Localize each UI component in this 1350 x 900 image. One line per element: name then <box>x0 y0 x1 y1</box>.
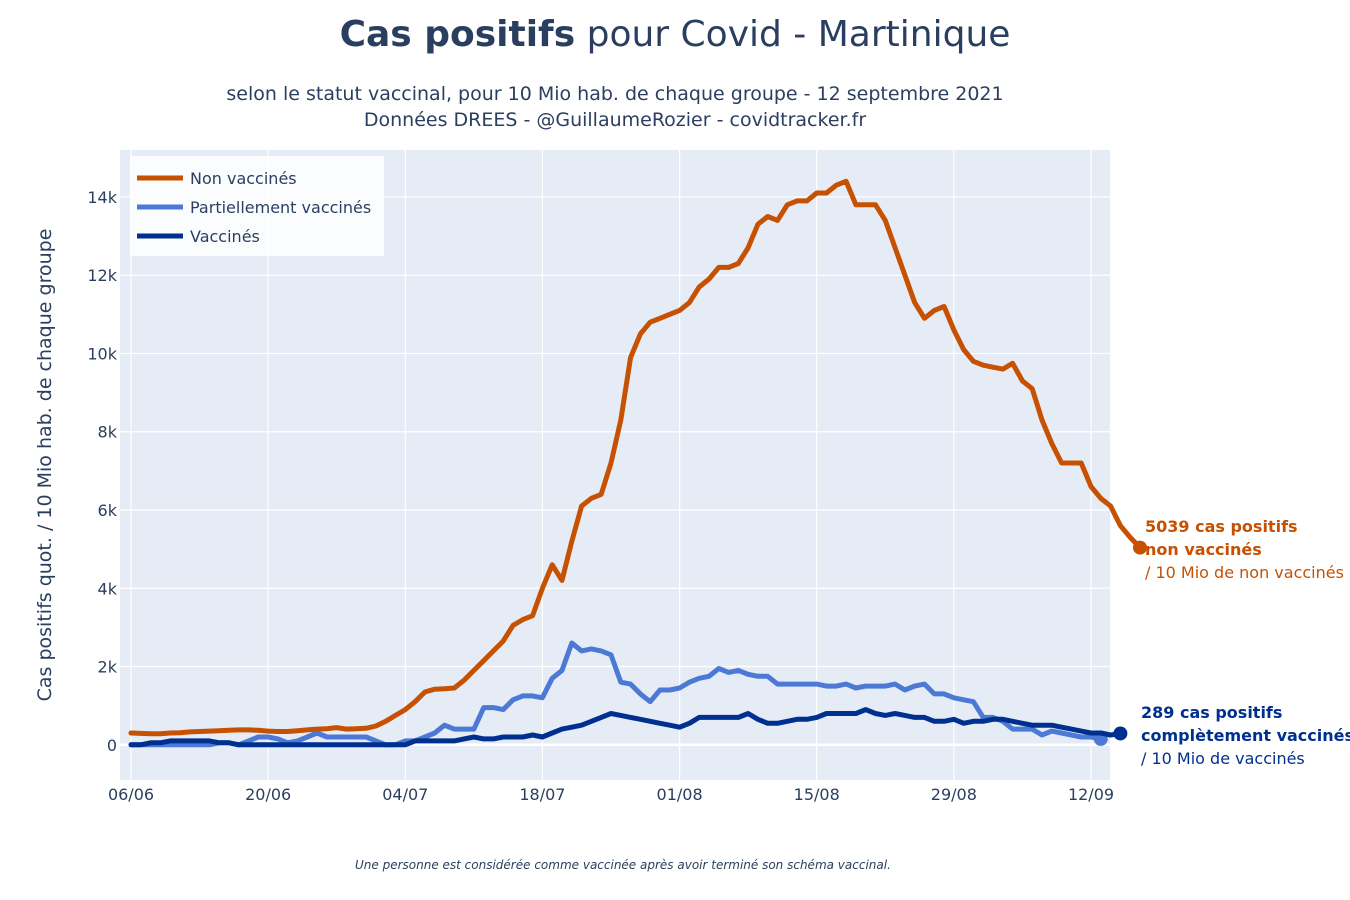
annotation-non-vaccines-count: 5039 cas positifs <box>1145 515 1344 538</box>
legend: Non vaccinés Partiellement vaccinés Vaccin… <box>130 156 384 256</box>
x-tick-label: 06/06 <box>108 785 154 804</box>
legend-label: Vaccinés <box>190 227 260 246</box>
y-tick-label: 12k <box>87 266 117 285</box>
annotation-non-vaccines-unit: / 10 Mio de non vaccinés <box>1145 561 1344 584</box>
legend-label: Partiellement vaccinés <box>190 198 371 217</box>
y-tick-label: 10k <box>87 344 117 363</box>
annotation-vaccines-unit: / 10 Mio de vaccinés <box>1141 747 1350 770</box>
y-tick-label: 8k <box>98 423 118 442</box>
y-tick-label: 0 <box>107 736 117 755</box>
x-tick-label: 04/07 <box>382 785 428 804</box>
series-end-marker-2 <box>1113 726 1127 740</box>
x-tick-label: 15/08 <box>794 785 840 804</box>
y-axis-ticks: 0 2k 4k 6k 8k 10k 12k 14k <box>87 188 117 755</box>
legend-label: Non vaccinés <box>190 169 297 188</box>
annotation-non-vaccines-group: non vaccinés <box>1145 538 1344 561</box>
y-axis-label: Cas positifs quot. / 10 Mio hab. de chaq… <box>34 229 56 702</box>
y-tick-label: 2k <box>98 658 118 677</box>
x-axis-ticks: 06/06 20/06 04/07 18/07 01/08 15/08 29/08 12/09 <box>108 785 1114 804</box>
x-tick-label: 29/08 <box>931 785 977 804</box>
footnote: Une personne est considérée comme vaccin… <box>355 858 875 872</box>
x-tick-label: 12/09 <box>1068 785 1114 804</box>
annotation-non-vaccines: 5039 cas positifs non vaccinés / 10 Mio … <box>1145 515 1344 584</box>
x-tick-label: 20/06 <box>245 785 291 804</box>
y-tick-label: 14k <box>87 188 117 207</box>
y-tick-label: 6k <box>98 501 118 520</box>
annotation-vaccines: 289 cas positifs complètement vaccinés /… <box>1141 701 1350 770</box>
annotation-vaccines-count: 289 cas positifs <box>1141 701 1350 724</box>
x-tick-label: 18/07 <box>519 785 565 804</box>
y-tick-label: 4k <box>98 579 118 598</box>
annotation-vaccines-group: complètement vaccinés <box>1141 724 1350 747</box>
x-tick-label: 01/08 <box>657 785 703 804</box>
